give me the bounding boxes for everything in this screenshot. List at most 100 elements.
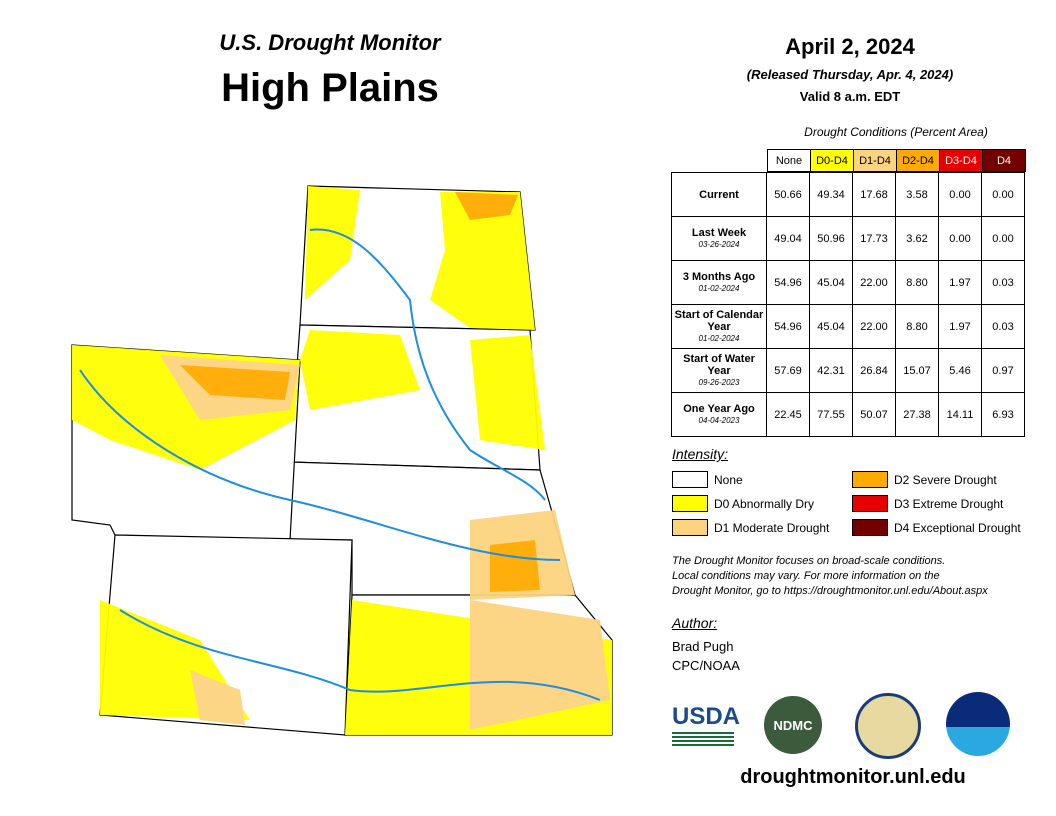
ndmc-logo: NDMC	[764, 696, 822, 754]
table-header: None D0-D4 D1-D4 D2-D4 D3-D4 D4	[767, 149, 1026, 172]
column-header: D1-D4	[853, 149, 897, 172]
row-name: Last Week	[691, 226, 747, 239]
legend-label: None	[714, 472, 743, 487]
table-caption: Drought Conditions (Percent Area)	[804, 125, 988, 139]
row-label: Start of Water Year 09-26-2023	[671, 348, 767, 393]
cell: 50.96	[809, 216, 853, 261]
table-row: Last Week 03-26-2024 49.04 50.96 17.73 3.62 0.…	[671, 216, 1025, 261]
noaa-logo	[946, 692, 1010, 756]
legend-swatch	[672, 495, 708, 512]
d2-area	[490, 540, 540, 592]
legend-swatch	[672, 471, 708, 488]
released: (Released Thursday, Apr. 4, 2024)	[746, 67, 954, 82]
cell: 45.04	[809, 260, 853, 305]
legend-swatch	[852, 519, 888, 536]
cell: 77.55	[809, 392, 853, 437]
cell: 5.46	[938, 348, 982, 393]
row-label: One Year Ago 04-04-2023	[671, 392, 767, 437]
author-line: Brad Pugh	[672, 639, 734, 654]
legend-label: D1 Moderate Drought	[714, 520, 830, 535]
map	[71, 185, 613, 736]
cell: 50.66	[766, 172, 810, 217]
d0-area	[300, 330, 420, 410]
row-date: 04-04-2023	[698, 415, 740, 425]
usda-logo: USDA	[672, 703, 741, 730]
cell: 8.80	[895, 304, 939, 349]
cell: 50.07	[852, 392, 896, 437]
cell: 0.97	[981, 348, 1025, 393]
cell: 49.04	[766, 216, 810, 261]
cell: 54.96	[766, 304, 810, 349]
legend-label: D0 Abnormally Dry	[714, 496, 815, 511]
cell: 6.93	[981, 392, 1025, 437]
d0-area	[305, 186, 360, 300]
cell: 8.80	[895, 260, 939, 305]
legend-label: D3 Extreme Drought	[894, 496, 1004, 511]
legend-item: None	[672, 471, 743, 488]
cell: 22.45	[766, 392, 810, 437]
legend-swatch	[672, 519, 708, 536]
legend-item: D1 Moderate Drought	[672, 519, 829, 536]
cell: 54.96	[766, 260, 810, 305]
d0-area	[470, 335, 545, 450]
cell: 14.11	[938, 392, 982, 437]
cell: 15.07	[895, 348, 939, 393]
legend-title: Intensity:	[672, 446, 729, 462]
river	[309, 228, 546, 501]
row-name: One Year Ago	[683, 402, 755, 415]
d0-area	[430, 192, 535, 330]
row-name: Start of Calendar Year	[674, 308, 764, 333]
legend-label: D4 Exceptional Drought	[894, 520, 1021, 535]
table-row: Current 50.66 49.34 17.68 3.58 0.00 0.00	[671, 172, 1025, 217]
row-label: Last Week 03-26-2024	[671, 216, 767, 261]
column-header: D3-D4	[939, 149, 983, 172]
row-name: Start of Water Year	[683, 352, 755, 377]
legend-item: D0 Abnormally Dry	[672, 495, 814, 512]
note: The Drought Monitor focuses on broad-sca…	[672, 554, 988, 599]
cell: 45.04	[809, 304, 853, 349]
d1-area	[190, 670, 245, 725]
cell: 0.00	[981, 216, 1025, 261]
d2-area	[180, 365, 290, 400]
table-row: One Year Ago 04-04-2023 22.45 77.55 50.07 27.…	[671, 392, 1025, 437]
cell: 22.00	[852, 260, 896, 305]
cell: 3.58	[895, 172, 939, 217]
row-name: Current	[699, 188, 739, 201]
doc-logo	[855, 693, 921, 759]
rivers	[79, 228, 601, 701]
author-line: CPC/NOAA	[672, 658, 740, 673]
cell: 1.97	[938, 304, 982, 349]
note-line: Local conditions may vary. For more info…	[672, 570, 940, 582]
river	[119, 609, 601, 701]
column-header: D0-D4	[810, 149, 854, 172]
row-date: 09-26-2023	[698, 377, 740, 387]
title: U.S. Drought Monitor	[219, 30, 441, 55]
d1-area	[470, 600, 610, 730]
row-label: Current	[671, 172, 767, 217]
legend-swatch	[852, 495, 888, 512]
cell: 17.68	[852, 172, 896, 217]
author-heading: Author:	[672, 615, 718, 631]
row-date: 01-02-2024	[698, 283, 740, 293]
cell: 0.00	[981, 172, 1025, 217]
legend-swatch	[852, 471, 888, 488]
river	[79, 369, 561, 561]
legend-item: D4 Exceptional Drought	[852, 519, 1021, 536]
legend-item: D2 Severe Drought	[852, 471, 997, 488]
cell: 3.62	[895, 216, 939, 261]
row-name: 3 Months Ago	[682, 270, 756, 283]
cell: 0.00	[938, 216, 982, 261]
date: April 2, 2024	[785, 34, 915, 59]
table-row: 3 Months Ago 01-02-2024 54.96 45.04 22.00 8.8…	[671, 260, 1025, 305]
usda-stripes	[672, 732, 734, 746]
drought-areas	[72, 186, 612, 735]
cell: 0.00	[938, 172, 982, 217]
table: Current 50.66 49.34 17.68 3.58 0.00 0.00 Last W…	[671, 172, 1025, 437]
region: High Plains	[221, 66, 439, 110]
cell: 1.97	[938, 260, 982, 305]
cell: 27.38	[895, 392, 939, 437]
row-date: 03-26-2024	[698, 239, 740, 249]
valid: Valid 8 a.m. EDT	[799, 89, 901, 104]
cell: 49.34	[809, 172, 853, 217]
